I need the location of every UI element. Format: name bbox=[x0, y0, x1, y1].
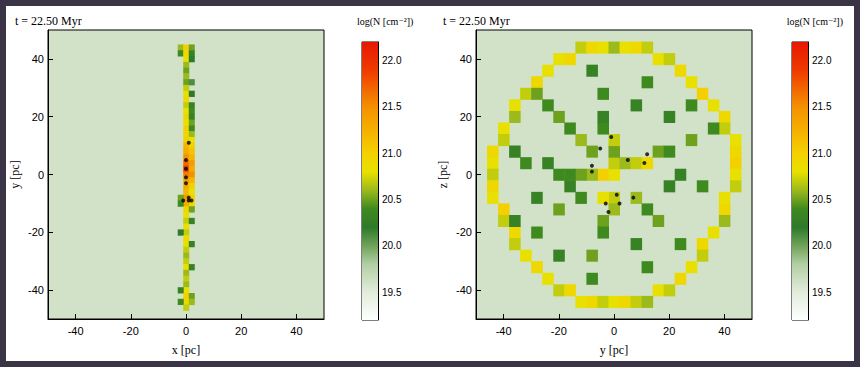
svg-text:21.0: 21.0 bbox=[812, 148, 832, 159]
svg-text:-20: -20 bbox=[123, 325, 139, 337]
svg-text:-20: -20 bbox=[28, 226, 44, 238]
svg-text:22.0: 22.0 bbox=[812, 55, 832, 66]
svg-text:-40: -40 bbox=[456, 284, 472, 296]
svg-text:-40: -40 bbox=[28, 284, 44, 296]
svg-text:y [pc]: y [pc] bbox=[8, 160, 22, 188]
svg-text:0: 0 bbox=[466, 169, 472, 181]
svg-text:20.5: 20.5 bbox=[812, 194, 832, 205]
svg-text:x [pc]: x [pc] bbox=[172, 343, 200, 357]
svg-text:20: 20 bbox=[32, 111, 44, 123]
svg-text:0: 0 bbox=[611, 325, 617, 337]
svg-text:z [pc]: z [pc] bbox=[436, 161, 450, 189]
svg-text:40: 40 bbox=[718, 325, 730, 337]
svg-text:0: 0 bbox=[183, 325, 189, 337]
svg-text:19.5: 19.5 bbox=[812, 287, 832, 298]
svg-text:y [pc]: y [pc] bbox=[600, 343, 628, 357]
svg-text:20.0: 20.0 bbox=[812, 240, 832, 251]
svg-text:20: 20 bbox=[460, 111, 472, 123]
svg-text:log(N [cm⁻²]): log(N [cm⁻²]) bbox=[357, 16, 413, 28]
svg-text:40: 40 bbox=[32, 53, 44, 65]
svg-text:t = 22.50 Myr: t = 22.50 Myr bbox=[15, 14, 82, 28]
svg-text:20.0: 20.0 bbox=[382, 240, 402, 251]
svg-text:t = 22.50 Myr: t = 22.50 Myr bbox=[443, 14, 510, 28]
svg-text:40: 40 bbox=[290, 325, 302, 337]
svg-text:21.5: 21.5 bbox=[382, 101, 402, 112]
svg-text:20: 20 bbox=[235, 325, 247, 337]
svg-text:19.5: 19.5 bbox=[382, 287, 402, 298]
svg-text:-20: -20 bbox=[551, 325, 567, 337]
svg-text:21.5: 21.5 bbox=[812, 101, 832, 112]
svg-text:-40: -40 bbox=[496, 325, 512, 337]
svg-text:log(N [cm⁻²]): log(N [cm⁻²]) bbox=[787, 16, 843, 28]
svg-text:20: 20 bbox=[663, 325, 675, 337]
svg-text:40: 40 bbox=[460, 53, 472, 65]
svg-text:22.0: 22.0 bbox=[382, 55, 402, 66]
svg-text:20.5: 20.5 bbox=[382, 194, 402, 205]
svg-text:21.0: 21.0 bbox=[382, 148, 402, 159]
svg-text:0: 0 bbox=[38, 169, 44, 181]
svg-text:-20: -20 bbox=[456, 226, 472, 238]
svg-text:-40: -40 bbox=[68, 325, 84, 337]
